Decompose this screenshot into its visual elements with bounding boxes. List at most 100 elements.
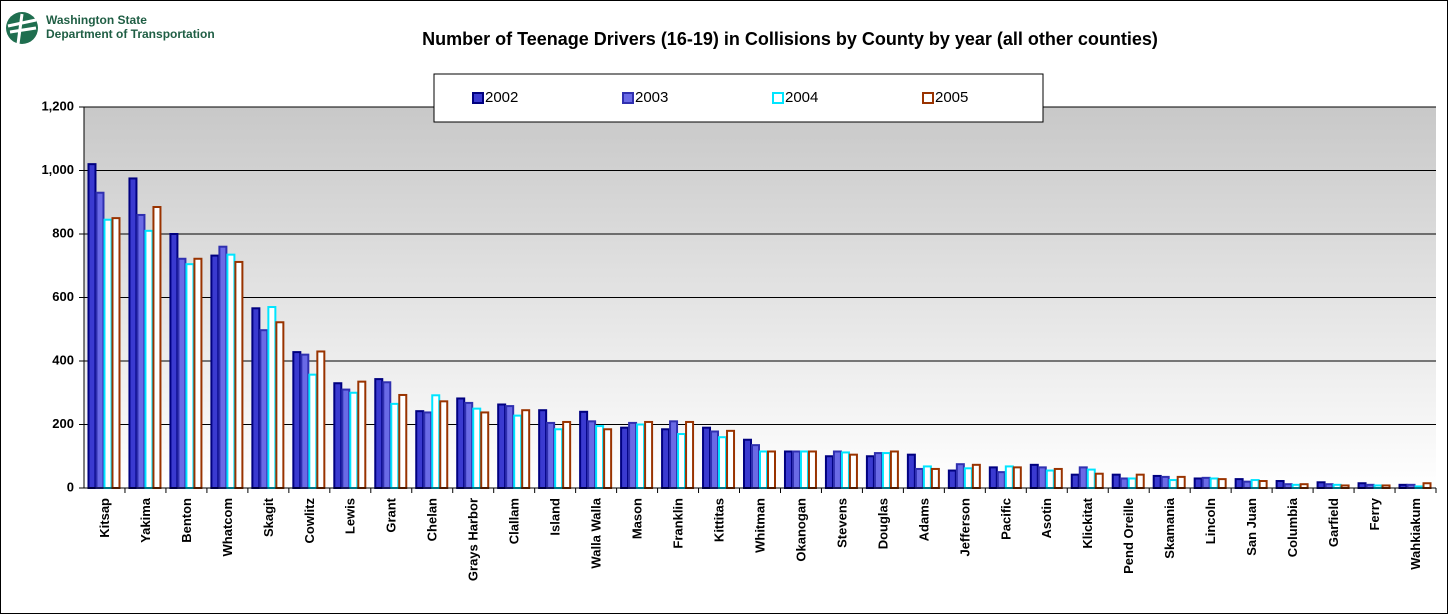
bar: [1242, 480, 1252, 489]
legend-box: [433, 73, 1044, 123]
bar: [1012, 466, 1022, 489]
legend-label: 2002: [485, 89, 518, 106]
bar: [1422, 482, 1432, 489]
bar: [1193, 477, 1203, 490]
x-tick-label: Mason: [630, 498, 645, 539]
y-tick-label: 1,000: [41, 162, 74, 177]
bar: [1037, 466, 1047, 489]
bar: [1086, 468, 1096, 489]
bar: [1201, 476, 1211, 489]
y-tick-label: 600: [52, 289, 74, 304]
x-tick-label: Clallam: [507, 498, 522, 544]
bar: [587, 420, 597, 490]
x-tick-label: Wahkiakum: [1408, 498, 1423, 570]
bar: [1160, 475, 1170, 490]
bar: [865, 455, 875, 489]
x-tick-label: Columbia: [1285, 497, 1300, 557]
bar: [996, 471, 1006, 489]
bar: [1357, 482, 1367, 489]
bar: [136, 213, 146, 489]
bar: [1209, 477, 1219, 490]
bar: [95, 191, 105, 489]
bar: [259, 329, 269, 490]
x-tick-label: Okanogan: [793, 498, 808, 562]
bar: [807, 450, 817, 489]
bar: [464, 401, 474, 489]
x-tick-label: Yakima: [138, 497, 153, 543]
x-tick-label: Walla Walla: [589, 497, 604, 568]
bar: [185, 263, 195, 489]
bar: [1168, 479, 1178, 489]
y-tick-label: 200: [52, 416, 74, 431]
bar: [1234, 478, 1244, 489]
bar: [783, 450, 793, 489]
bar: [930, 467, 940, 490]
bar: [374, 378, 384, 489]
bar: [497, 403, 507, 489]
x-tick-label: Klickitat: [1080, 497, 1095, 548]
bar: [1324, 483, 1334, 490]
legend-swatch: [772, 92, 784, 104]
x-tick-label: Garfield: [1326, 498, 1341, 547]
x-tick-label: Whitman: [752, 498, 767, 553]
x-tick-label: Skagit: [261, 497, 276, 537]
legend-swatch: [622, 92, 634, 104]
bar: [169, 233, 179, 489]
bar: [300, 353, 310, 489]
bar: [579, 410, 589, 489]
x-tick-label: Grays Harbor: [466, 498, 481, 581]
bar: [390, 402, 400, 489]
bar: [669, 420, 679, 490]
bar: [398, 393, 408, 489]
bar: [848, 453, 858, 490]
bar: [562, 420, 572, 489]
bar: [333, 382, 343, 490]
bar: [341, 388, 351, 490]
x-tick-label: Grant: [384, 497, 399, 532]
x-tick-label: Kittitas: [711, 498, 726, 542]
legend-swatch: [472, 92, 484, 104]
bar: [971, 463, 981, 490]
bar: [791, 450, 801, 489]
x-tick-label: Whatcom: [220, 498, 235, 557]
bar: [947, 469, 957, 490]
bar: [922, 465, 932, 490]
bar: [308, 373, 318, 489]
bar: [1283, 483, 1293, 490]
x-tick-label: Stevens: [834, 498, 849, 548]
bar: [456, 397, 466, 489]
x-tick-label: Pend Oreille: [1121, 498, 1136, 574]
x-tick-label: Jefferson: [957, 498, 972, 557]
bar: [144, 229, 154, 489]
x-tick-label: Adams: [916, 498, 931, 541]
x-tick-label: Skamania: [1162, 497, 1177, 558]
bar: [759, 450, 768, 489]
y-tick-label: 400: [52, 352, 74, 367]
bar: [963, 467, 973, 490]
x-tick-label: Lincoln: [1203, 498, 1218, 544]
bar: [1111, 473, 1121, 490]
x-tick-label: Douglas: [875, 498, 890, 549]
bar: [87, 163, 97, 489]
bar: [210, 254, 220, 489]
bar: [349, 391, 359, 489]
bar: [636, 423, 646, 489]
bar: [644, 420, 654, 489]
bar: [685, 420, 695, 489]
x-tick-label: Asotin: [1039, 498, 1054, 539]
x-tick-label: Benton: [179, 498, 194, 543]
bar: [873, 452, 883, 490]
logo-line1: Washington State: [46, 13, 147, 27]
x-tick-label: Chelan: [425, 498, 440, 541]
logo: Washington State Department of Transport…: [6, 12, 215, 45]
bar: [726, 429, 736, 490]
bar: [480, 411, 490, 489]
bar: [423, 411, 433, 489]
bar: [1275, 480, 1285, 490]
bar: [177, 257, 187, 490]
bar: [505, 405, 515, 489]
bar: [251, 307, 261, 490]
bar: [799, 450, 809, 489]
